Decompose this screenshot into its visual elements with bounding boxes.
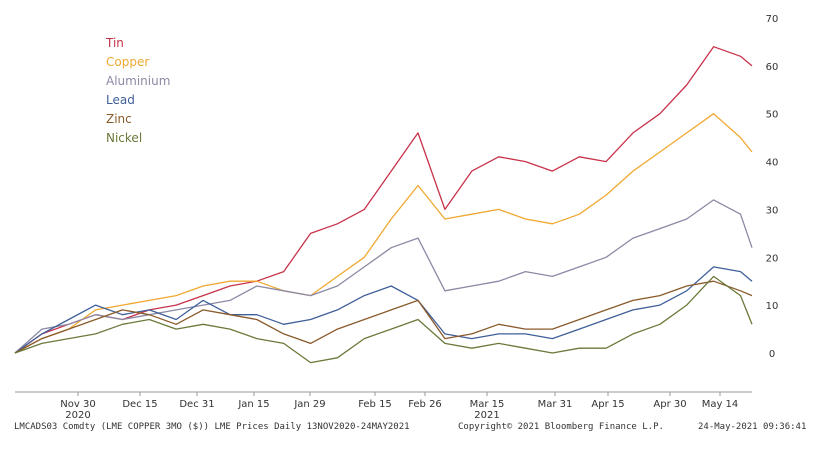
y-tick-label: 20 <box>766 253 779 264</box>
x-tick-label: Mar 31 <box>538 399 573 410</box>
x-tick-label: Apr 15 <box>591 399 624 410</box>
x-tick-label: Apr 30 <box>653 399 686 410</box>
y-tick-label: 60 <box>766 62 779 73</box>
y-tick-label: 30 <box>766 205 779 216</box>
y-tick-label: 40 <box>766 158 779 169</box>
x-tick-label: Jan 15 <box>237 399 269 410</box>
x-tick-label: Mar 15 <box>470 399 505 410</box>
legend-item-nickel: Nickel <box>106 131 143 145</box>
x-tick-year: 2021 <box>474 410 499 421</box>
y-tick-label: 70 <box>766 14 779 25</box>
x-tick-label: Dec 31 <box>179 399 214 410</box>
footer-copyright: Copyright© 2021 Bloomberg Finance L.P. <box>458 422 664 432</box>
legend-item-copper: Copper <box>106 55 150 69</box>
x-tick-label: May 14 <box>702 399 739 410</box>
legend-item-lead: Lead <box>106 93 135 107</box>
series-line-zinc <box>14 280 753 354</box>
legend-item-zinc: Zinc <box>106 112 132 126</box>
y-tick-label: 10 <box>766 301 779 312</box>
x-tick-label: Jan 29 <box>293 399 325 410</box>
series-line-aluminium <box>14 199 753 354</box>
x-tick-year: 2020 <box>65 410 90 421</box>
x-tick-label: Feb 15 <box>358 399 392 410</box>
footer-timestamp: 24-May-2021 09:36:41 <box>698 422 807 432</box>
series-layer <box>14 46 753 364</box>
x-tick-label: Nov 30 <box>60 399 95 410</box>
legend: Tin Copper Aluminium Lead Zinc Nickel <box>106 34 170 148</box>
footer-source: LMCADS03 Comdty (LME COPPER 3MO ($)) LME… <box>14 422 410 432</box>
y-tick-label: 50 <box>766 110 779 121</box>
series-line-nickel <box>14 275 753 364</box>
x-tick-label: Dec 15 <box>122 399 157 410</box>
legend-item-aluminium: Aluminium <box>106 74 171 88</box>
series-line-lead <box>14 266 753 354</box>
y-tick-label: 0 <box>769 349 775 360</box>
legend-item-tin: Tin <box>106 36 124 50</box>
y-axis-ticks: 0 10 20 30 40 50 60 70 <box>766 14 779 360</box>
series-line-copper <box>14 113 753 354</box>
x-tick-label: Feb 26 <box>408 399 442 410</box>
